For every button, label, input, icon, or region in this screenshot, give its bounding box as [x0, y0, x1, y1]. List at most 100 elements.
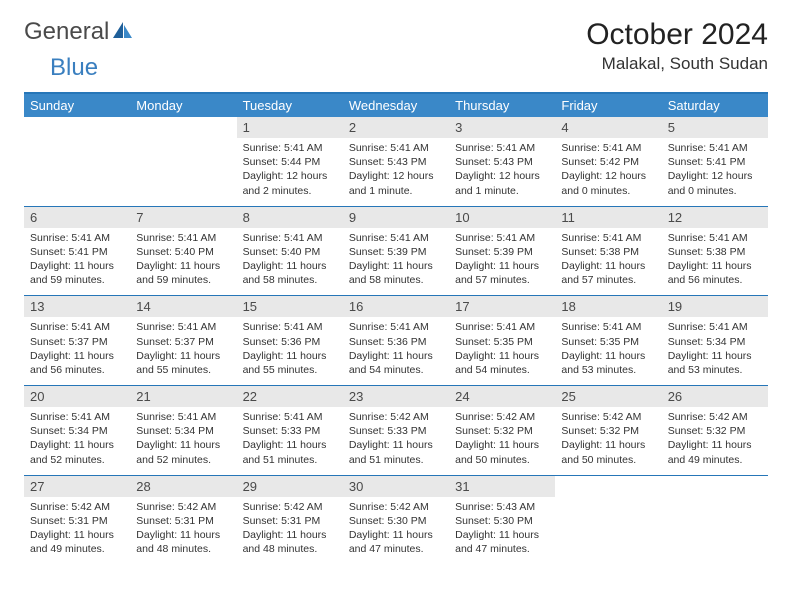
daylight-text: and 0 minutes.	[561, 184, 655, 198]
day-cell: Sunrise: 5:42 AMSunset: 5:32 PMDaylight:…	[449, 407, 555, 475]
sunset-text: Sunset: 5:34 PM	[30, 424, 124, 438]
daylight-text: Daylight: 11 hours	[243, 528, 337, 542]
sunset-text: Sunset: 5:44 PM	[243, 155, 337, 169]
sunset-text: Sunset: 5:31 PM	[243, 514, 337, 528]
daylight-text: and 50 minutes.	[455, 453, 549, 467]
month-title: October 2024	[586, 18, 768, 52]
sunset-text: Sunset: 5:32 PM	[455, 424, 549, 438]
sunrise-text: Sunrise: 5:41 AM	[349, 141, 443, 155]
day-cell: Sunrise: 5:42 AMSunset: 5:31 PMDaylight:…	[130, 497, 236, 565]
day-number: 3	[449, 117, 555, 138]
sunset-text: Sunset: 5:31 PM	[30, 514, 124, 528]
day-cell	[130, 138, 236, 206]
daylight-text: Daylight: 11 hours	[136, 349, 230, 363]
sunrise-text: Sunrise: 5:42 AM	[30, 500, 124, 514]
location: Malakal, South Sudan	[586, 54, 768, 74]
day-cell: Sunrise: 5:41 AMSunset: 5:37 PMDaylight:…	[130, 317, 236, 385]
daylight-text: Daylight: 11 hours	[561, 259, 655, 273]
sunrise-text: Sunrise: 5:41 AM	[136, 410, 230, 424]
daylight-text: Daylight: 11 hours	[30, 438, 124, 452]
sunrise-text: Sunrise: 5:41 AM	[668, 141, 762, 155]
day-cell: Sunrise: 5:41 AMSunset: 5:35 PMDaylight:…	[449, 317, 555, 385]
day-cell: Sunrise: 5:42 AMSunset: 5:33 PMDaylight:…	[343, 407, 449, 475]
sunrise-text: Sunrise: 5:41 AM	[668, 320, 762, 334]
day-header: Thursday	[449, 93, 555, 117]
day-header: Monday	[130, 93, 236, 117]
day-number: 8	[237, 206, 343, 228]
sunrise-text: Sunrise: 5:42 AM	[455, 410, 549, 424]
sunrise-text: Sunrise: 5:41 AM	[349, 320, 443, 334]
sunrise-text: Sunrise: 5:42 AM	[561, 410, 655, 424]
day-content-row: Sunrise: 5:41 AMSunset: 5:34 PMDaylight:…	[24, 407, 768, 475]
day-cell: Sunrise: 5:41 AMSunset: 5:40 PMDaylight:…	[237, 228, 343, 296]
day-cell: Sunrise: 5:41 AMSunset: 5:41 PMDaylight:…	[24, 228, 130, 296]
day-number-row: 13141516171819	[24, 296, 768, 318]
sunset-text: Sunset: 5:42 PM	[561, 155, 655, 169]
sunset-text: Sunset: 5:38 PM	[668, 245, 762, 259]
day-number: 26	[662, 386, 768, 408]
daylight-text: and 58 minutes.	[243, 273, 337, 287]
daylight-text: Daylight: 11 hours	[561, 349, 655, 363]
sunset-text: Sunset: 5:35 PM	[455, 335, 549, 349]
day-number: 6	[24, 206, 130, 228]
daylight-text: and 55 minutes.	[243, 363, 337, 377]
day-number: 19	[662, 296, 768, 318]
day-number: 21	[130, 386, 236, 408]
sunrise-text: Sunrise: 5:41 AM	[349, 231, 443, 245]
sunrise-text: Sunrise: 5:43 AM	[455, 500, 549, 514]
sunrise-text: Sunrise: 5:42 AM	[136, 500, 230, 514]
daylight-text: and 53 minutes.	[668, 363, 762, 377]
day-content-row: Sunrise: 5:41 AM Sunset: 5:44 PMDaylight:…	[24, 138, 768, 206]
daylight-text: Daylight: 12 hours	[243, 169, 337, 183]
daylight-text: Daylight: 11 hours	[30, 259, 124, 273]
day-number: 25	[555, 386, 661, 408]
day-number: 23	[343, 386, 449, 408]
day-cell: Sunrise: 5:41 AMSunset: 5:44 PMDaylight:…	[237, 138, 343, 206]
daylight-text: Daylight: 11 hours	[30, 528, 124, 542]
day-header: Saturday	[662, 93, 768, 117]
sunset-text: Sunset: 5:32 PM	[561, 424, 655, 438]
daylight-text: Daylight: 11 hours	[349, 528, 443, 542]
sunrise-text: Sunrise: 5:41 AM	[243, 410, 337, 424]
day-number: 30	[343, 475, 449, 497]
day-cell	[555, 497, 661, 565]
daylight-text: and 55 minutes.	[136, 363, 230, 377]
daylight-text: and 58 minutes.	[349, 273, 443, 287]
daylight-text: and 1 minute.	[455, 184, 549, 198]
day-number: 27	[24, 475, 130, 497]
sunrise-text: Sunrise: 5:41 AM	[561, 231, 655, 245]
day-number: 28	[130, 475, 236, 497]
day-header: Tuesday	[237, 93, 343, 117]
sunset-text: Sunset: 5:36 PM	[243, 335, 337, 349]
sunset-text: Sunset: 5:39 PM	[349, 245, 443, 259]
daylight-text: and 59 minutes.	[136, 273, 230, 287]
daylight-text: and 47 minutes.	[349, 542, 443, 556]
sunset-text: Sunset: 5:35 PM	[561, 335, 655, 349]
day-cell: Sunrise: 5:41 AMSunset: 5:34 PMDaylight:…	[24, 407, 130, 475]
day-cell: Sunrise: 5:42 AMSunset: 5:31 PMDaylight:…	[237, 497, 343, 565]
day-cell: Sunrise: 5:41 AMSunset: 5:34 PMDaylight:…	[662, 317, 768, 385]
day-cell: Sunrise: 5:41 AMSunset: 5:40 PMDaylight:…	[130, 228, 236, 296]
daylight-text: and 49 minutes.	[668, 453, 762, 467]
day-cell: Sunrise: 5:41 AMSunset: 5:38 PMDaylight:…	[555, 228, 661, 296]
sunset-text: Sunset: 5:41 PM	[668, 155, 762, 169]
daylight-text: Daylight: 11 hours	[561, 438, 655, 452]
sunrise-text: Sunrise: 5:41 AM	[455, 320, 549, 334]
day-number: 16	[343, 296, 449, 318]
sunset-text: Sunset: 5:43 PM	[349, 155, 443, 169]
daylight-text: Daylight: 11 hours	[243, 349, 337, 363]
sunrise-text: Sunrise: 5:41 AM	[30, 410, 124, 424]
day-content-row: Sunrise: 5:41 AMSunset: 5:37 PMDaylight:…	[24, 317, 768, 385]
daylight-text: and 52 minutes.	[30, 453, 124, 467]
sunset-text: Sunset: 5:32 PM	[668, 424, 762, 438]
sunrise-text: Sunrise: 5:42 AM	[349, 410, 443, 424]
day-cell: Sunrise: 5:41 AMSunset: 5:37 PMDaylight:…	[24, 317, 130, 385]
daylight-text: and 59 minutes.	[30, 273, 124, 287]
daylight-text: and 57 minutes.	[455, 273, 549, 287]
day-cell: Sunrise: 5:41 AMSunset: 5:43 PMDaylight:…	[343, 138, 449, 206]
daylight-text: and 47 minutes.	[455, 542, 549, 556]
sunrise-text: Sunrise: 5:41 AM	[561, 320, 655, 334]
daylight-text: and 51 minutes.	[243, 453, 337, 467]
day-number: 22	[237, 386, 343, 408]
daylight-text: and 0 minutes.	[668, 184, 762, 198]
